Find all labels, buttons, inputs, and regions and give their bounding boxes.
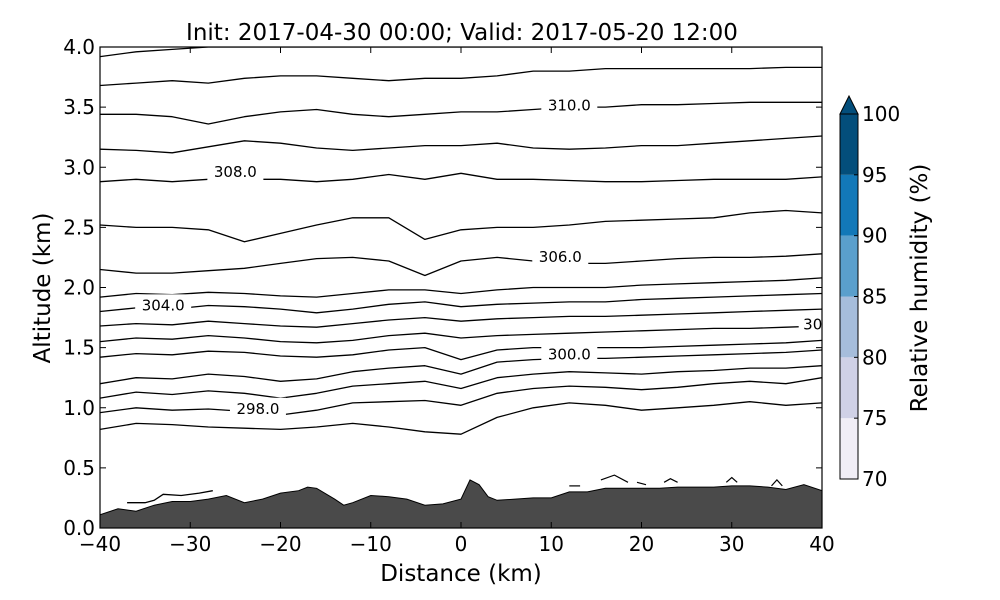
x-tick-label-1: −30 — [169, 532, 211, 556]
plot-frame — [99, 46, 823, 529]
colorbar-tick-label-0: 70 — [862, 467, 887, 491]
y-tick-label-8: 4.0 — [63, 35, 95, 59]
contour-label-1: 300.0 — [548, 346, 591, 364]
isoline-9 — [100, 253, 822, 277]
colorbar-tick-label-2: 80 — [862, 345, 887, 369]
contour-label-bg-4 — [532, 246, 589, 267]
colorbar-label: Relative humidity (%) — [907, 164, 933, 413]
isoline-6 — [100, 308, 822, 328]
contour-label-3: 304.0 — [142, 296, 185, 314]
colorbar-bin-1 — [840, 357, 858, 419]
isoline-13 — [100, 101, 822, 125]
isoline-8 — [100, 277, 822, 298]
colorbar-tick-label-1: 75 — [862, 406, 887, 430]
isoline-10 — [100, 209, 822, 243]
y-tick-label-1: 0.5 — [63, 456, 95, 480]
terrain-area — [100, 479, 822, 528]
y-tick-label-5: 2.5 — [63, 215, 95, 239]
y-tick-label-6: 3.0 — [63, 155, 95, 179]
isoline-3 — [100, 349, 822, 385]
surface-wisp-5 — [771, 479, 783, 487]
colorbar: 70 75 80 85 90 95 100 — [839, 94, 900, 491]
contour-label-2: 302 — [803, 316, 832, 334]
contour-label-4: 306.0 — [539, 248, 582, 266]
y-tick-label-2: 1.0 — [63, 396, 95, 420]
surface-wisp-4 — [725, 476, 738, 483]
x-tick-label-7: 30 — [719, 532, 744, 556]
isoline-12 — [100, 135, 822, 154]
colorbar-tick-label-6: 100 — [862, 102, 900, 126]
contour-label-bg-2 — [798, 313, 822, 334]
y-tick-label-7: 3.5 — [63, 95, 95, 119]
y-axis-label: Altitude (km) — [30, 213, 56, 364]
x-tick-label-5: 10 — [539, 532, 564, 556]
colorbar-bin-5 — [840, 114, 858, 175]
y-tick-label-3: 1.5 — [63, 336, 95, 360]
surface-wisp-2 — [636, 481, 647, 486]
x-tick-label-4: 0 — [455, 532, 468, 556]
isoline-1 — [100, 377, 822, 416]
isoline-4 — [100, 339, 822, 361]
colorbar-extend-arrow — [839, 94, 859, 115]
colorbar-tick-label-3: 85 — [862, 285, 887, 309]
colorbar-bin-4 — [840, 174, 858, 236]
x-tick-label-8: 40 — [809, 532, 834, 556]
colorbar-tick-label-4: 90 — [862, 224, 887, 248]
contour-label-bg-1 — [541, 343, 598, 364]
isoline-5 — [100, 325, 822, 344]
contour-label-bg-6 — [541, 94, 598, 115]
isoline-2 — [100, 365, 822, 399]
x-tick-label-3: −10 — [350, 532, 392, 556]
contour-label-6: 310.0 — [548, 97, 591, 115]
chart-title: Init: 2017-04-30 00:00; Valid: 2017-05-2… — [186, 20, 738, 46]
contour-label-bg-5 — [207, 160, 264, 181]
y-tick-label-0: 0.0 — [63, 516, 95, 540]
colorbar-bin-2 — [840, 296, 858, 358]
contour-label-bg-3 — [135, 294, 192, 315]
contour-label-bg-0 — [229, 397, 286, 418]
isoline-7 — [100, 292, 822, 314]
x-tick-label-0: −40 — [79, 532, 121, 556]
near-surface-isoline — [127, 490, 213, 504]
isoline-0 — [100, 401, 822, 435]
contour-label-0: 298.0 — [236, 400, 279, 418]
colorbar-bin-0 — [840, 418, 858, 479]
surface-wisp-3 — [663, 478, 678, 483]
colorbar-bin-3 — [840, 235, 858, 297]
y-tick-label-4: 2.0 — [63, 276, 95, 300]
surface-wisp-1 — [600, 474, 629, 483]
axes: −40 −30 −20 −10 0 10 20 30 40 0.0 0.5 1.0 1.5 2.0 2.5 3… — [63, 35, 835, 556]
colorbar-tick-label-5: 95 — [862, 163, 887, 187]
plot-area: 298.0 300.0 302 304.0 306.0 308.0 310.0 — [100, 47, 832, 528]
x-tick-label-6: 20 — [629, 532, 654, 556]
x-tick-label-2: −20 — [259, 532, 301, 556]
contour-label-5: 308.0 — [214, 163, 257, 181]
isoline-14 — [100, 66, 822, 87]
x-axis-label: Distance (km) — [380, 561, 542, 587]
plot-content: 298.0 300.0 302 304.0 306.0 308.0 310.0 — [100, 47, 832, 528]
